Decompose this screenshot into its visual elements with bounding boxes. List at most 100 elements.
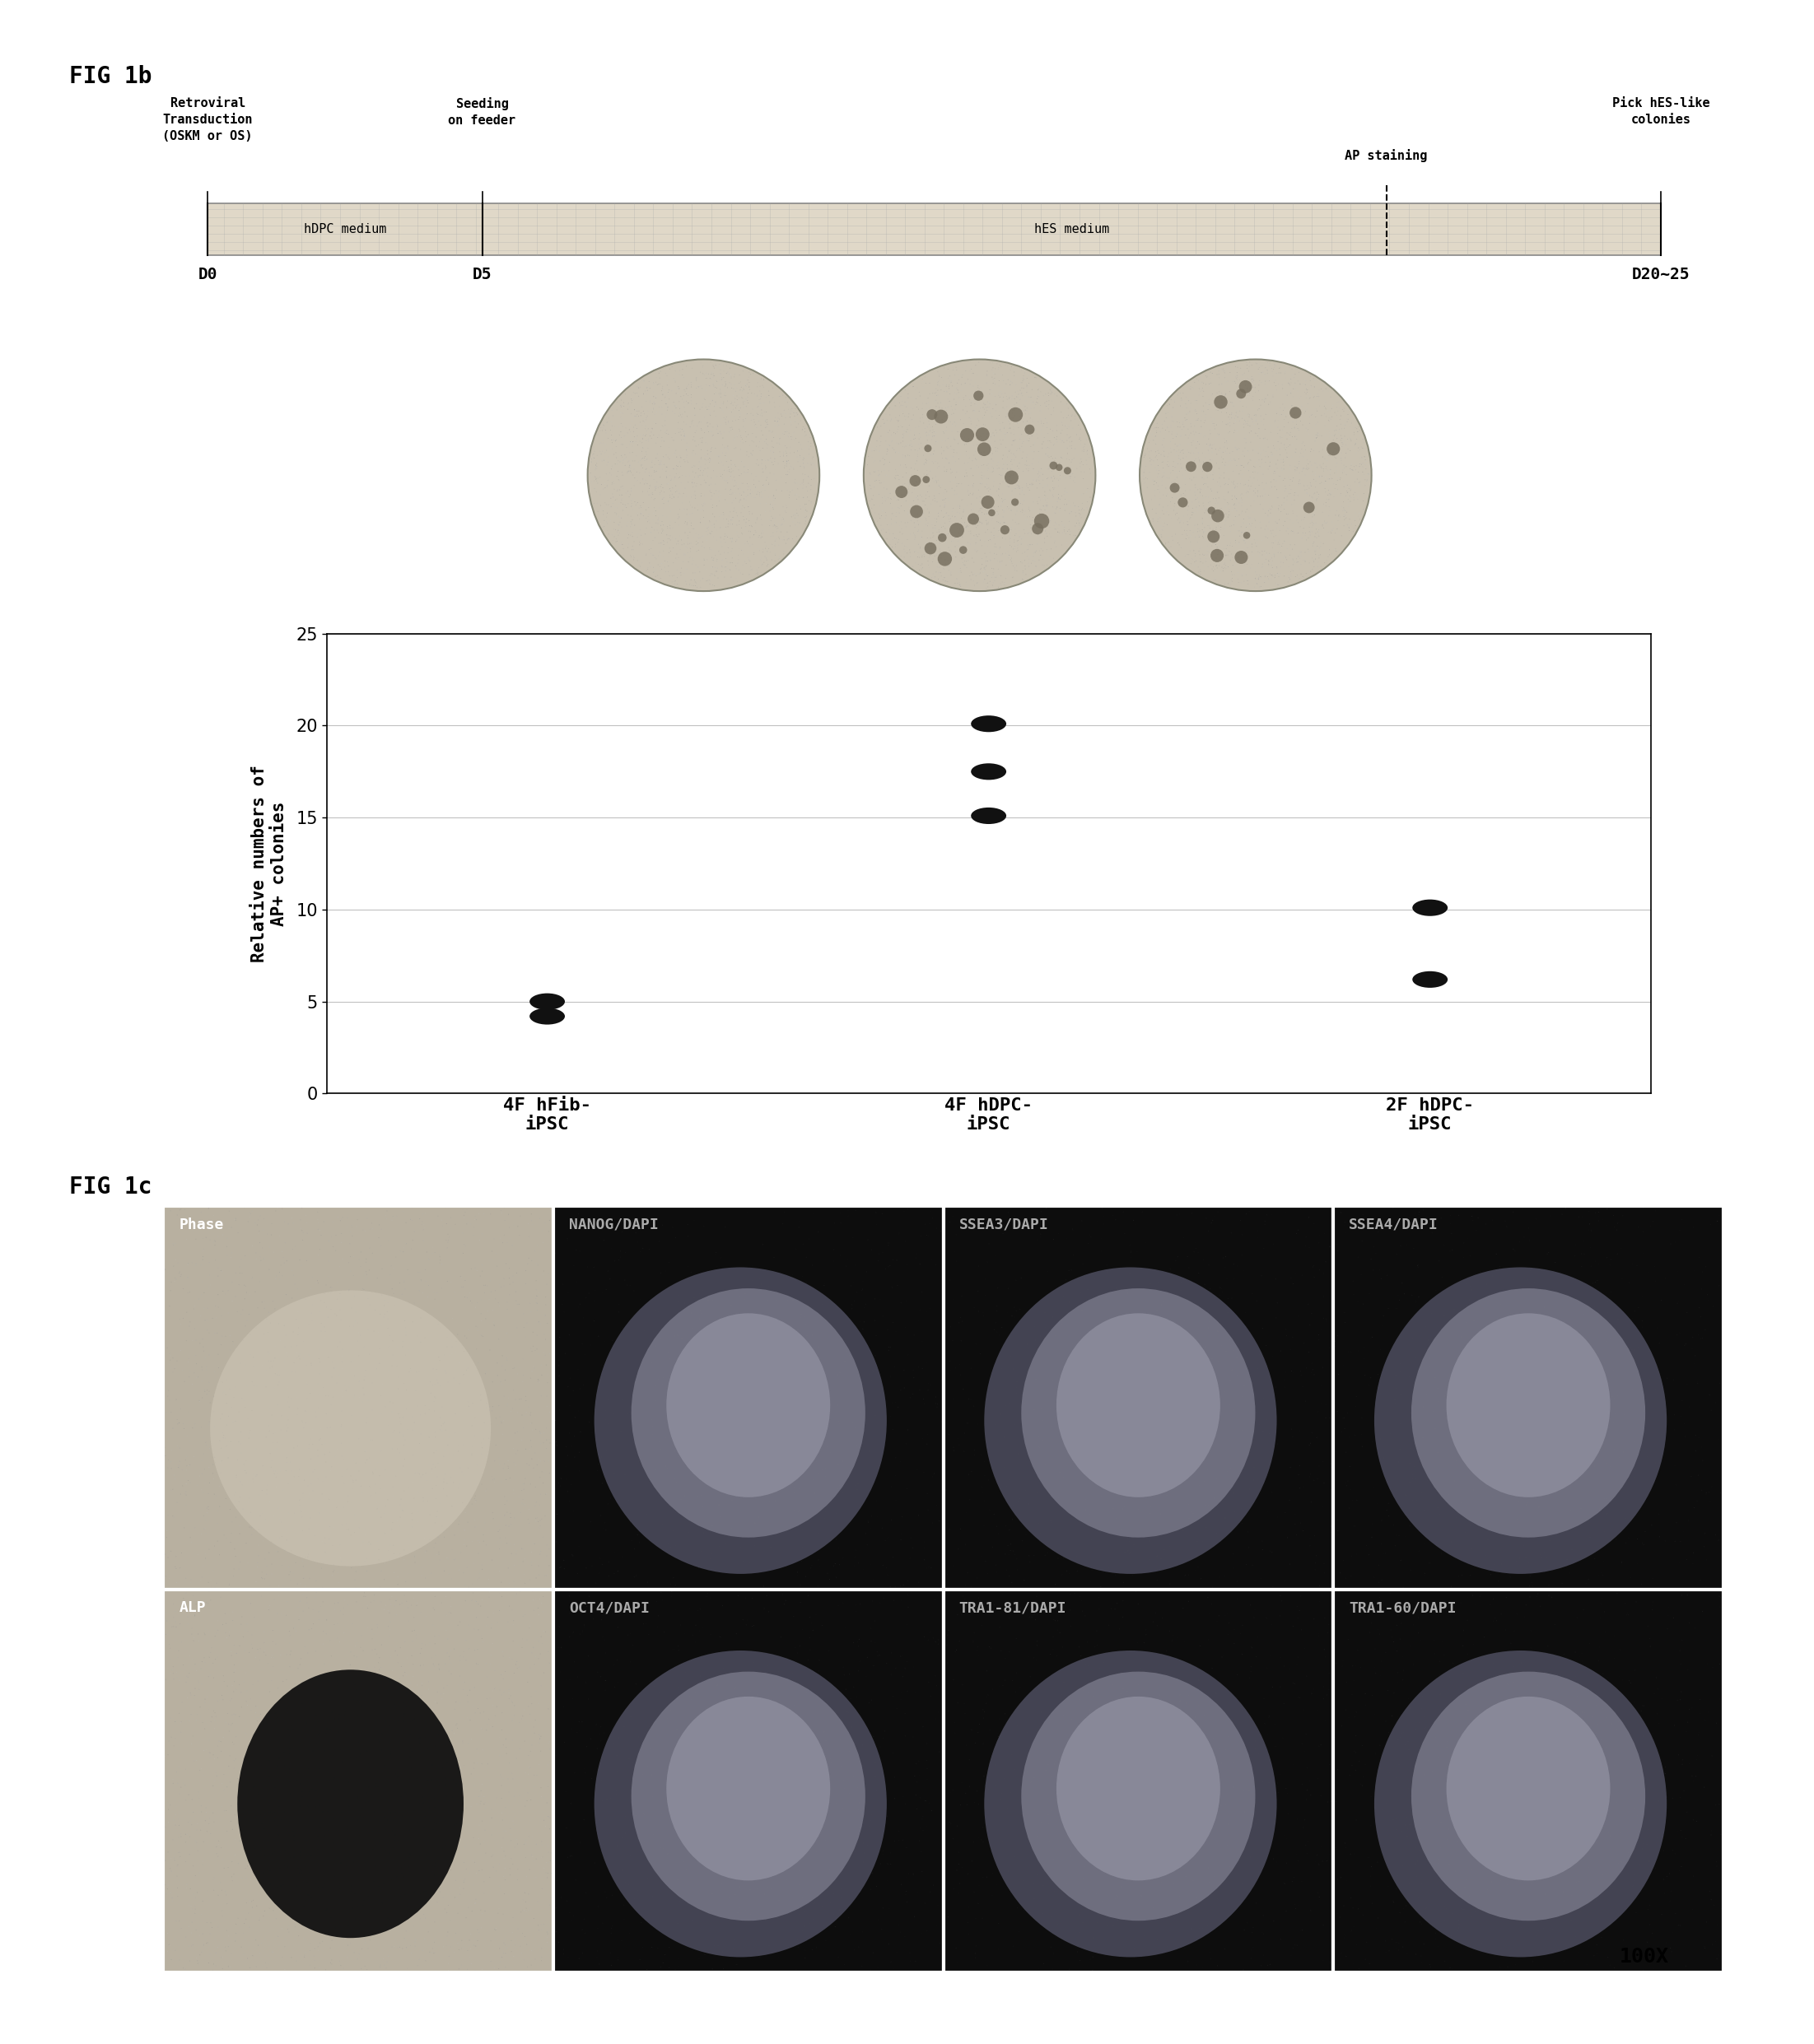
Point	[562, 1715, 591, 1748]
Point	[268, 1472, 297, 1504]
Point	[218, 1707, 247, 1739]
Point	[419, 1275, 448, 1308]
Point	[1032, 1353, 1061, 1386]
Point	[943, 427, 972, 460]
Point	[254, 1797, 283, 1829]
Point	[158, 1341, 187, 1374]
Point	[508, 1703, 537, 1735]
Point	[285, 1339, 314, 1372]
Point	[258, 1625, 287, 1658]
Point	[1021, 503, 1050, 536]
Point	[1188, 513, 1217, 546]
Point	[1468, 1427, 1497, 1459]
Point	[1036, 1392, 1065, 1425]
Point	[604, 474, 633, 507]
Point	[163, 1803, 192, 1836]
Point	[711, 542, 740, 574]
Point	[951, 550, 980, 583]
Point	[929, 519, 958, 552]
Point	[539, 1357, 568, 1390]
Point	[1000, 531, 1029, 564]
Point	[1437, 1218, 1466, 1251]
Point	[308, 1795, 337, 1827]
Point	[938, 409, 967, 442]
Point	[1331, 458, 1360, 491]
Point	[542, 1739, 571, 1772]
Point	[395, 1668, 424, 1701]
Point	[258, 1838, 287, 1870]
Point	[751, 474, 780, 507]
Point	[459, 1568, 488, 1600]
Point	[729, 491, 758, 523]
Point	[1224, 394, 1253, 427]
Point	[374, 1484, 403, 1517]
Point	[403, 1355, 432, 1388]
Point	[533, 1770, 562, 1803]
Point	[1259, 464, 1288, 497]
Point	[1282, 454, 1312, 486]
Point	[891, 1652, 920, 1684]
Point	[1085, 1778, 1114, 1811]
Point	[653, 378, 682, 411]
Point	[200, 1705, 229, 1737]
Point	[903, 1498, 932, 1531]
Point	[929, 1251, 958, 1284]
Point	[254, 1392, 283, 1425]
Point	[171, 1478, 200, 1511]
Point	[421, 1482, 450, 1515]
Point	[996, 1776, 1025, 1809]
Point	[535, 1228, 564, 1261]
Point	[352, 1887, 381, 1919]
Point	[588, 415, 617, 448]
Point	[912, 1551, 941, 1584]
Point	[923, 497, 952, 529]
Point	[1038, 1901, 1067, 1934]
Point	[932, 566, 961, 599]
Point	[564, 1198, 593, 1230]
Point	[328, 1815, 357, 1848]
Point	[711, 482, 740, 515]
Point	[390, 1578, 419, 1611]
Point	[653, 525, 682, 558]
Point	[403, 1455, 432, 1488]
Point	[419, 1647, 448, 1680]
Point	[1226, 372, 1255, 405]
Point	[1154, 499, 1183, 531]
Point	[1263, 464, 1292, 497]
Point	[1306, 529, 1335, 562]
Point	[423, 1494, 452, 1527]
Point	[771, 380, 800, 413]
Point	[796, 448, 825, 480]
Point	[512, 1893, 541, 1925]
Point	[292, 1245, 321, 1278]
Point	[501, 1437, 530, 1470]
Point	[1224, 444, 1253, 476]
Point	[735, 372, 764, 405]
Point	[1056, 1558, 1085, 1590]
Point	[1270, 1866, 1299, 1899]
Point	[459, 1672, 488, 1705]
Point	[1172, 1711, 1201, 1744]
Point	[515, 1609, 544, 1641]
Point	[551, 1664, 580, 1697]
Point	[998, 1535, 1027, 1568]
Point	[1281, 1508, 1310, 1541]
Point	[925, 1735, 954, 1768]
Point	[1415, 1948, 1444, 1981]
Point	[1185, 364, 1214, 397]
Point	[1275, 503, 1304, 536]
Point	[285, 1602, 314, 1635]
Point	[524, 1249, 553, 1282]
Point	[1281, 454, 1310, 486]
Point	[446, 1605, 475, 1637]
Point	[1357, 1521, 1386, 1553]
Point	[1506, 1541, 1535, 1574]
Point	[965, 493, 994, 525]
Point	[526, 1944, 555, 1977]
Point	[181, 1654, 210, 1686]
Point	[1326, 442, 1355, 474]
Point	[283, 1392, 312, 1425]
Point	[1272, 472, 1301, 505]
Point	[1206, 376, 1235, 409]
Point	[225, 1396, 254, 1429]
